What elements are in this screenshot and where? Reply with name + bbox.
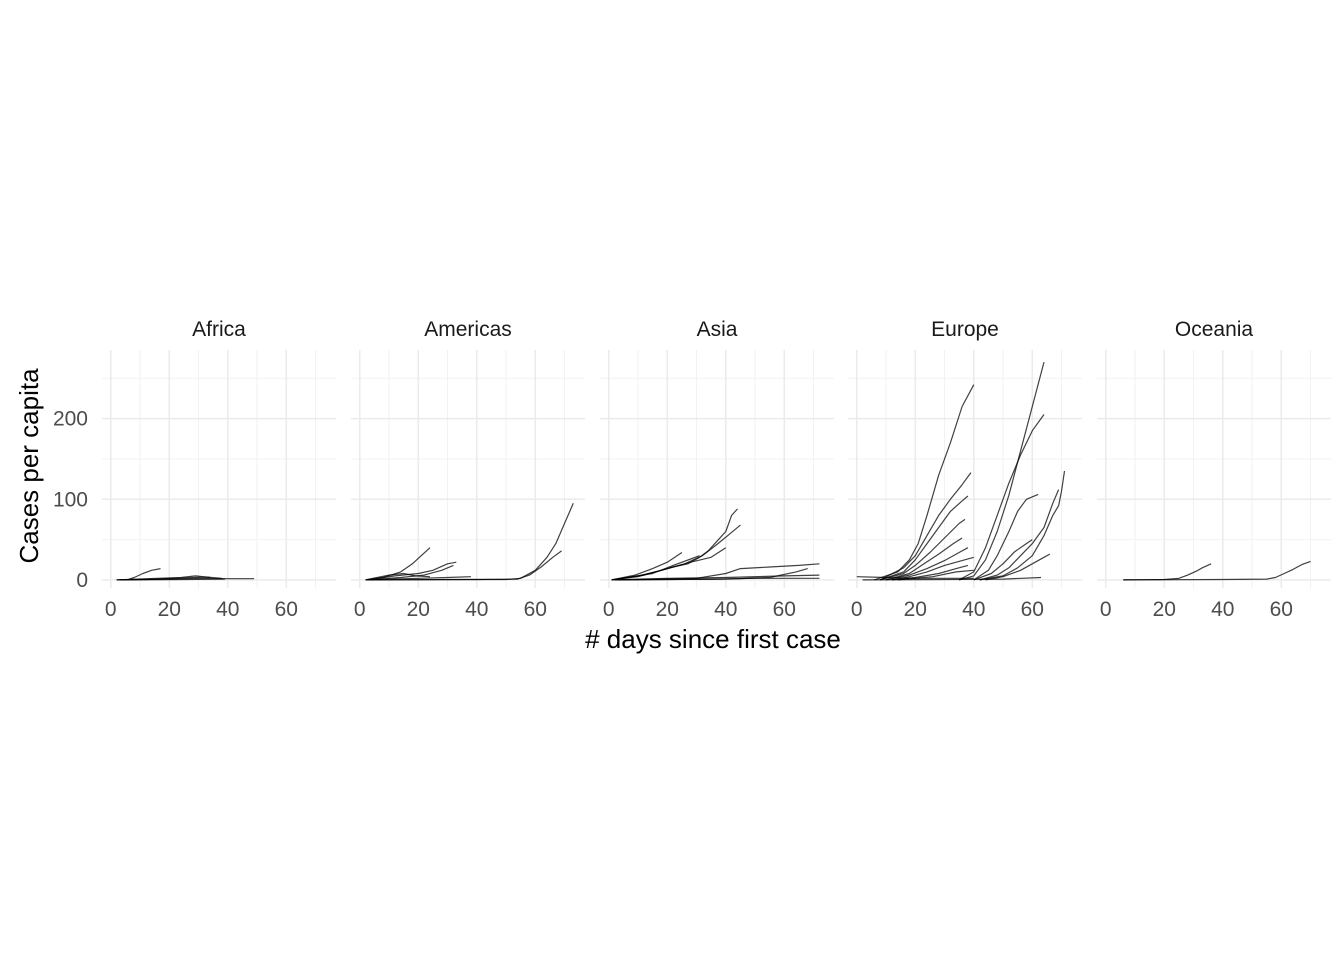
series-line bbox=[365, 550, 562, 581]
x-tick-label: 40 bbox=[216, 598, 239, 621]
series-line bbox=[368, 576, 471, 581]
x-tick-label: 0 bbox=[354, 598, 366, 621]
series-line bbox=[880, 495, 969, 581]
x-tick-label: 60 bbox=[1021, 598, 1044, 621]
panel-title: Africa bbox=[192, 318, 246, 341]
series-line bbox=[979, 489, 1060, 581]
series-line bbox=[1123, 563, 1212, 581]
panel-title: Asia bbox=[697, 318, 738, 341]
series-line bbox=[368, 561, 457, 581]
series-line bbox=[611, 508, 738, 581]
y-tick-label: 200 bbox=[53, 408, 88, 431]
x-tick-label: 40 bbox=[962, 598, 985, 621]
series-line bbox=[611, 555, 700, 581]
y-axis-title: Cases per capita bbox=[14, 368, 44, 564]
y-tick-label: 0 bbox=[76, 569, 88, 592]
series-line bbox=[611, 552, 683, 581]
series-line bbox=[958, 414, 1045, 581]
x-tick-label: 20 bbox=[158, 598, 181, 621]
series-line bbox=[973, 539, 1033, 581]
x-tick-label: 0 bbox=[1100, 598, 1112, 621]
series-line bbox=[862, 576, 1042, 581]
series-line bbox=[1123, 560, 1311, 581]
x-tick-label: 20 bbox=[656, 598, 679, 621]
y-tick-label: 100 bbox=[53, 488, 88, 511]
series-line bbox=[611, 524, 741, 581]
series-line bbox=[611, 547, 727, 581]
panel-europe: Europe 0 20 40 60 bbox=[848, 318, 1082, 621]
x-tick-label: 60 bbox=[1270, 598, 1293, 621]
series-line bbox=[885, 537, 963, 581]
x-tick-label: 40 bbox=[465, 598, 488, 621]
series-line bbox=[874, 384, 975, 581]
series-line bbox=[885, 547, 969, 581]
series-line bbox=[116, 575, 211, 581]
x-tick-label: 20 bbox=[407, 598, 430, 621]
series-line bbox=[897, 569, 974, 581]
series-line bbox=[365, 503, 574, 581]
series-line bbox=[985, 553, 1051, 581]
series-line bbox=[880, 518, 966, 581]
x-tick-label: 60 bbox=[524, 598, 547, 621]
series-line bbox=[119, 578, 225, 581]
panel-title: Europe bbox=[931, 318, 999, 341]
panel-oceania: Oceania 0 20 40 60 bbox=[1097, 318, 1331, 621]
series-line bbox=[879, 472, 972, 581]
x-tick-label: 20 bbox=[1153, 598, 1176, 621]
x-tick-label: 40 bbox=[1211, 598, 1234, 621]
x-tick-label: 20 bbox=[904, 598, 927, 621]
panel-asia: Asia 0 20 40 60 bbox=[600, 318, 834, 621]
panel-africa: Africa 0 20 40 60 0 100 200 bbox=[53, 318, 336, 621]
series-line bbox=[614, 577, 820, 581]
x-tick-label: 0 bbox=[851, 598, 863, 621]
panel-title: Oceania bbox=[1175, 318, 1254, 341]
series-line bbox=[368, 564, 454, 581]
panel-americas: Americas 0 20 40 60 bbox=[351, 318, 585, 621]
x-tick-label: 40 bbox=[714, 598, 737, 621]
panel-title: Americas bbox=[424, 318, 512, 341]
series-line bbox=[979, 470, 1066, 581]
x-tick-label: 60 bbox=[773, 598, 796, 621]
series-line bbox=[958, 361, 1045, 581]
x-tick-label: 0 bbox=[105, 598, 117, 621]
series-line bbox=[614, 574, 820, 581]
series-line bbox=[973, 493, 1039, 581]
x-tick-label: 60 bbox=[275, 598, 298, 621]
x-axis-title: # days since first case bbox=[585, 624, 841, 654]
x-tick-label: 0 bbox=[603, 598, 615, 621]
series-line bbox=[891, 556, 974, 581]
series-line bbox=[365, 572, 431, 581]
